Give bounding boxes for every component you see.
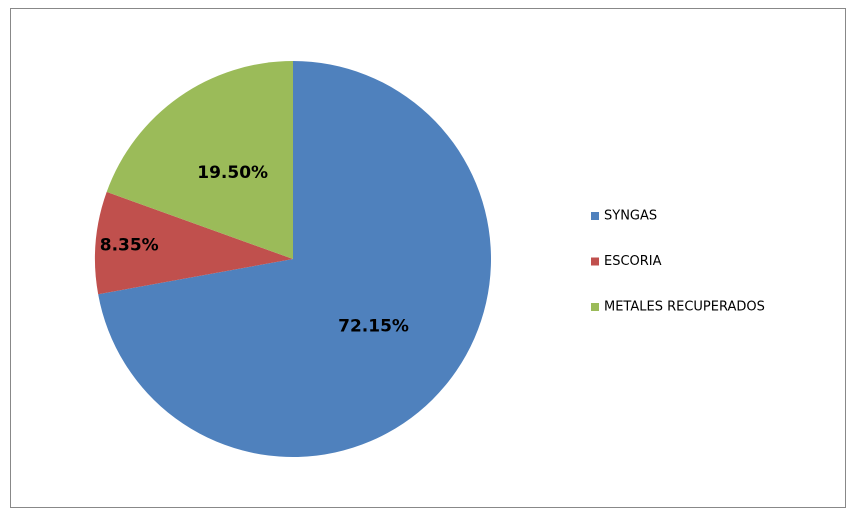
pie-slice: [98, 61, 492, 457]
pie-slice: [106, 61, 294, 259]
data-label: 72.15%: [338, 316, 409, 336]
legend-label: SYNGAS: [604, 209, 657, 224]
data-label: 19.50%: [197, 163, 268, 183]
legend-swatch: [591, 212, 599, 220]
data-label: 8.35%: [100, 235, 159, 255]
legend-label: ESCORIA: [604, 254, 662, 269]
legend-label: METALES RECUPERADOS: [604, 300, 765, 315]
pie-slice: [95, 191, 293, 295]
legend-swatch: [591, 257, 599, 266]
legend-swatch: [591, 303, 599, 311]
